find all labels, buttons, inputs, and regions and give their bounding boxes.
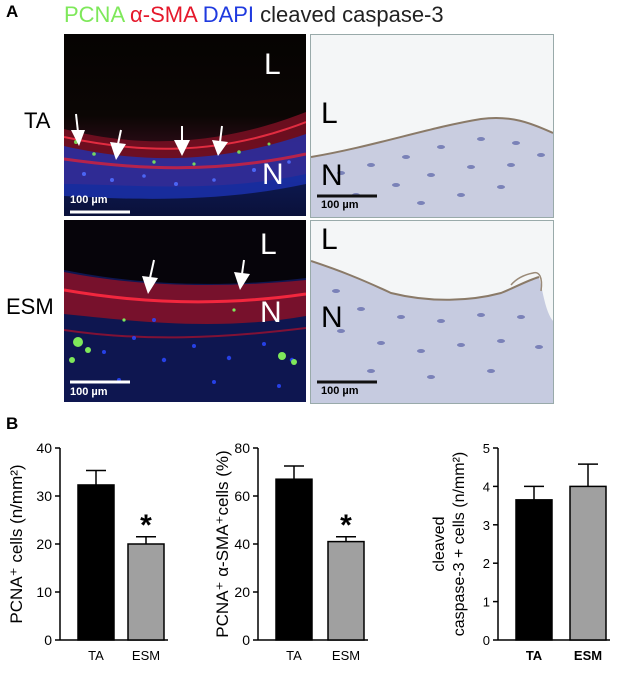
y-tick-label: 5	[483, 441, 490, 456]
x-tick-label: TA	[286, 648, 302, 663]
ihc-image-ta: L N 100 µm	[310, 34, 554, 218]
chart-caspase-cells: 0 1 2 3 4 5 TA ESM cleaved caspase-3 + cells (n/m…	[430, 438, 640, 674]
panel-a-label: A	[6, 2, 19, 21]
ihc-image-esm: L N 100 µm	[310, 220, 554, 404]
y-tick-label: 80	[234, 440, 250, 456]
bar-ta	[77, 484, 115, 641]
fluorescence-image-ta: L N 100 µm	[64, 34, 306, 216]
scale-bar-label: 100 µm	[321, 199, 359, 211]
y-axis-label: PCNA⁺ cells (n/mm²)	[7, 464, 26, 623]
y-tick-label: 40	[234, 536, 250, 552]
y-axis-label: PCNA⁺ α-SMA⁺cells (%)	[213, 450, 232, 637]
bar-esm	[327, 540, 365, 641]
chart-pcna-cells: 0 10 20 30 40 TA ESM * PCNA⁺ cells (n/mm²)	[0, 438, 200, 674]
y-tick-label: 10	[36, 584, 52, 600]
lumen-label: L	[264, 48, 281, 81]
significance-asterisk: *	[140, 509, 152, 542]
x-tick-label: ESM	[332, 648, 360, 663]
sma-label: α-SMA	[130, 2, 197, 27]
scale-bar-label: 100 µm	[70, 194, 108, 206]
neointima-label: N	[321, 159, 343, 192]
y-tick-label: 40	[36, 440, 52, 456]
y-tick-label: 0	[44, 632, 52, 648]
y-axis-label: caspase-3 + cells (n/mm²)	[451, 452, 468, 637]
y-tick-label: 60	[234, 488, 250, 504]
scale-bar-label: 100 µm	[70, 386, 108, 398]
y-tick-label: 1	[483, 595, 490, 610]
lumen-label: L	[321, 223, 338, 256]
y-tick-label: 4	[483, 479, 490, 494]
x-tick-label: ESM	[574, 648, 602, 663]
x-tick-label: ESM	[132, 648, 160, 663]
neointima-label: N	[262, 158, 284, 191]
y-tick-label: 3	[483, 518, 490, 533]
y-tick-label: 2	[483, 556, 490, 571]
bar-ta	[515, 499, 553, 641]
bar-esm	[127, 543, 165, 641]
x-tick-label: TA	[88, 648, 104, 663]
row-label-ta: TA	[24, 108, 51, 133]
lumen-label: L	[260, 228, 277, 261]
x-tick-label: TA	[526, 648, 543, 663]
row-label-esm: ESM	[6, 294, 54, 319]
chart-pcna-sma-cells: 0 20 40 60 80 TA ESM * PCNA⁺ α-SMA⁺cells (%)	[210, 438, 420, 674]
neointima-label: N	[260, 296, 282, 329]
fluorescence-image-esm: L N 100 µm	[64, 220, 306, 402]
dapi-label: DAPI	[202, 2, 255, 27]
stain-title: PCNA α-SMA DAPI cleaved caspase-3	[64, 2, 444, 28]
significance-asterisk: *	[340, 509, 352, 542]
y-tick-label: 20	[234, 584, 250, 600]
panel-b-label: B	[6, 414, 19, 433]
scale-bar-label: 100 µm	[321, 385, 359, 397]
y-tick-label: 0	[242, 632, 250, 648]
y-tick-label: 20	[36, 536, 52, 552]
y-axis-label: cleaved	[431, 516, 448, 571]
caspase-label: cleaved caspase-3	[260, 2, 444, 27]
y-tick-label: 30	[36, 488, 52, 504]
pcna-label: PCNA	[64, 2, 124, 27]
bar-esm	[569, 485, 607, 641]
neointima-label: N	[321, 301, 343, 334]
y-tick-label: 0	[483, 633, 490, 648]
bar-ta	[275, 478, 313, 641]
lumen-label: L	[321, 97, 338, 130]
